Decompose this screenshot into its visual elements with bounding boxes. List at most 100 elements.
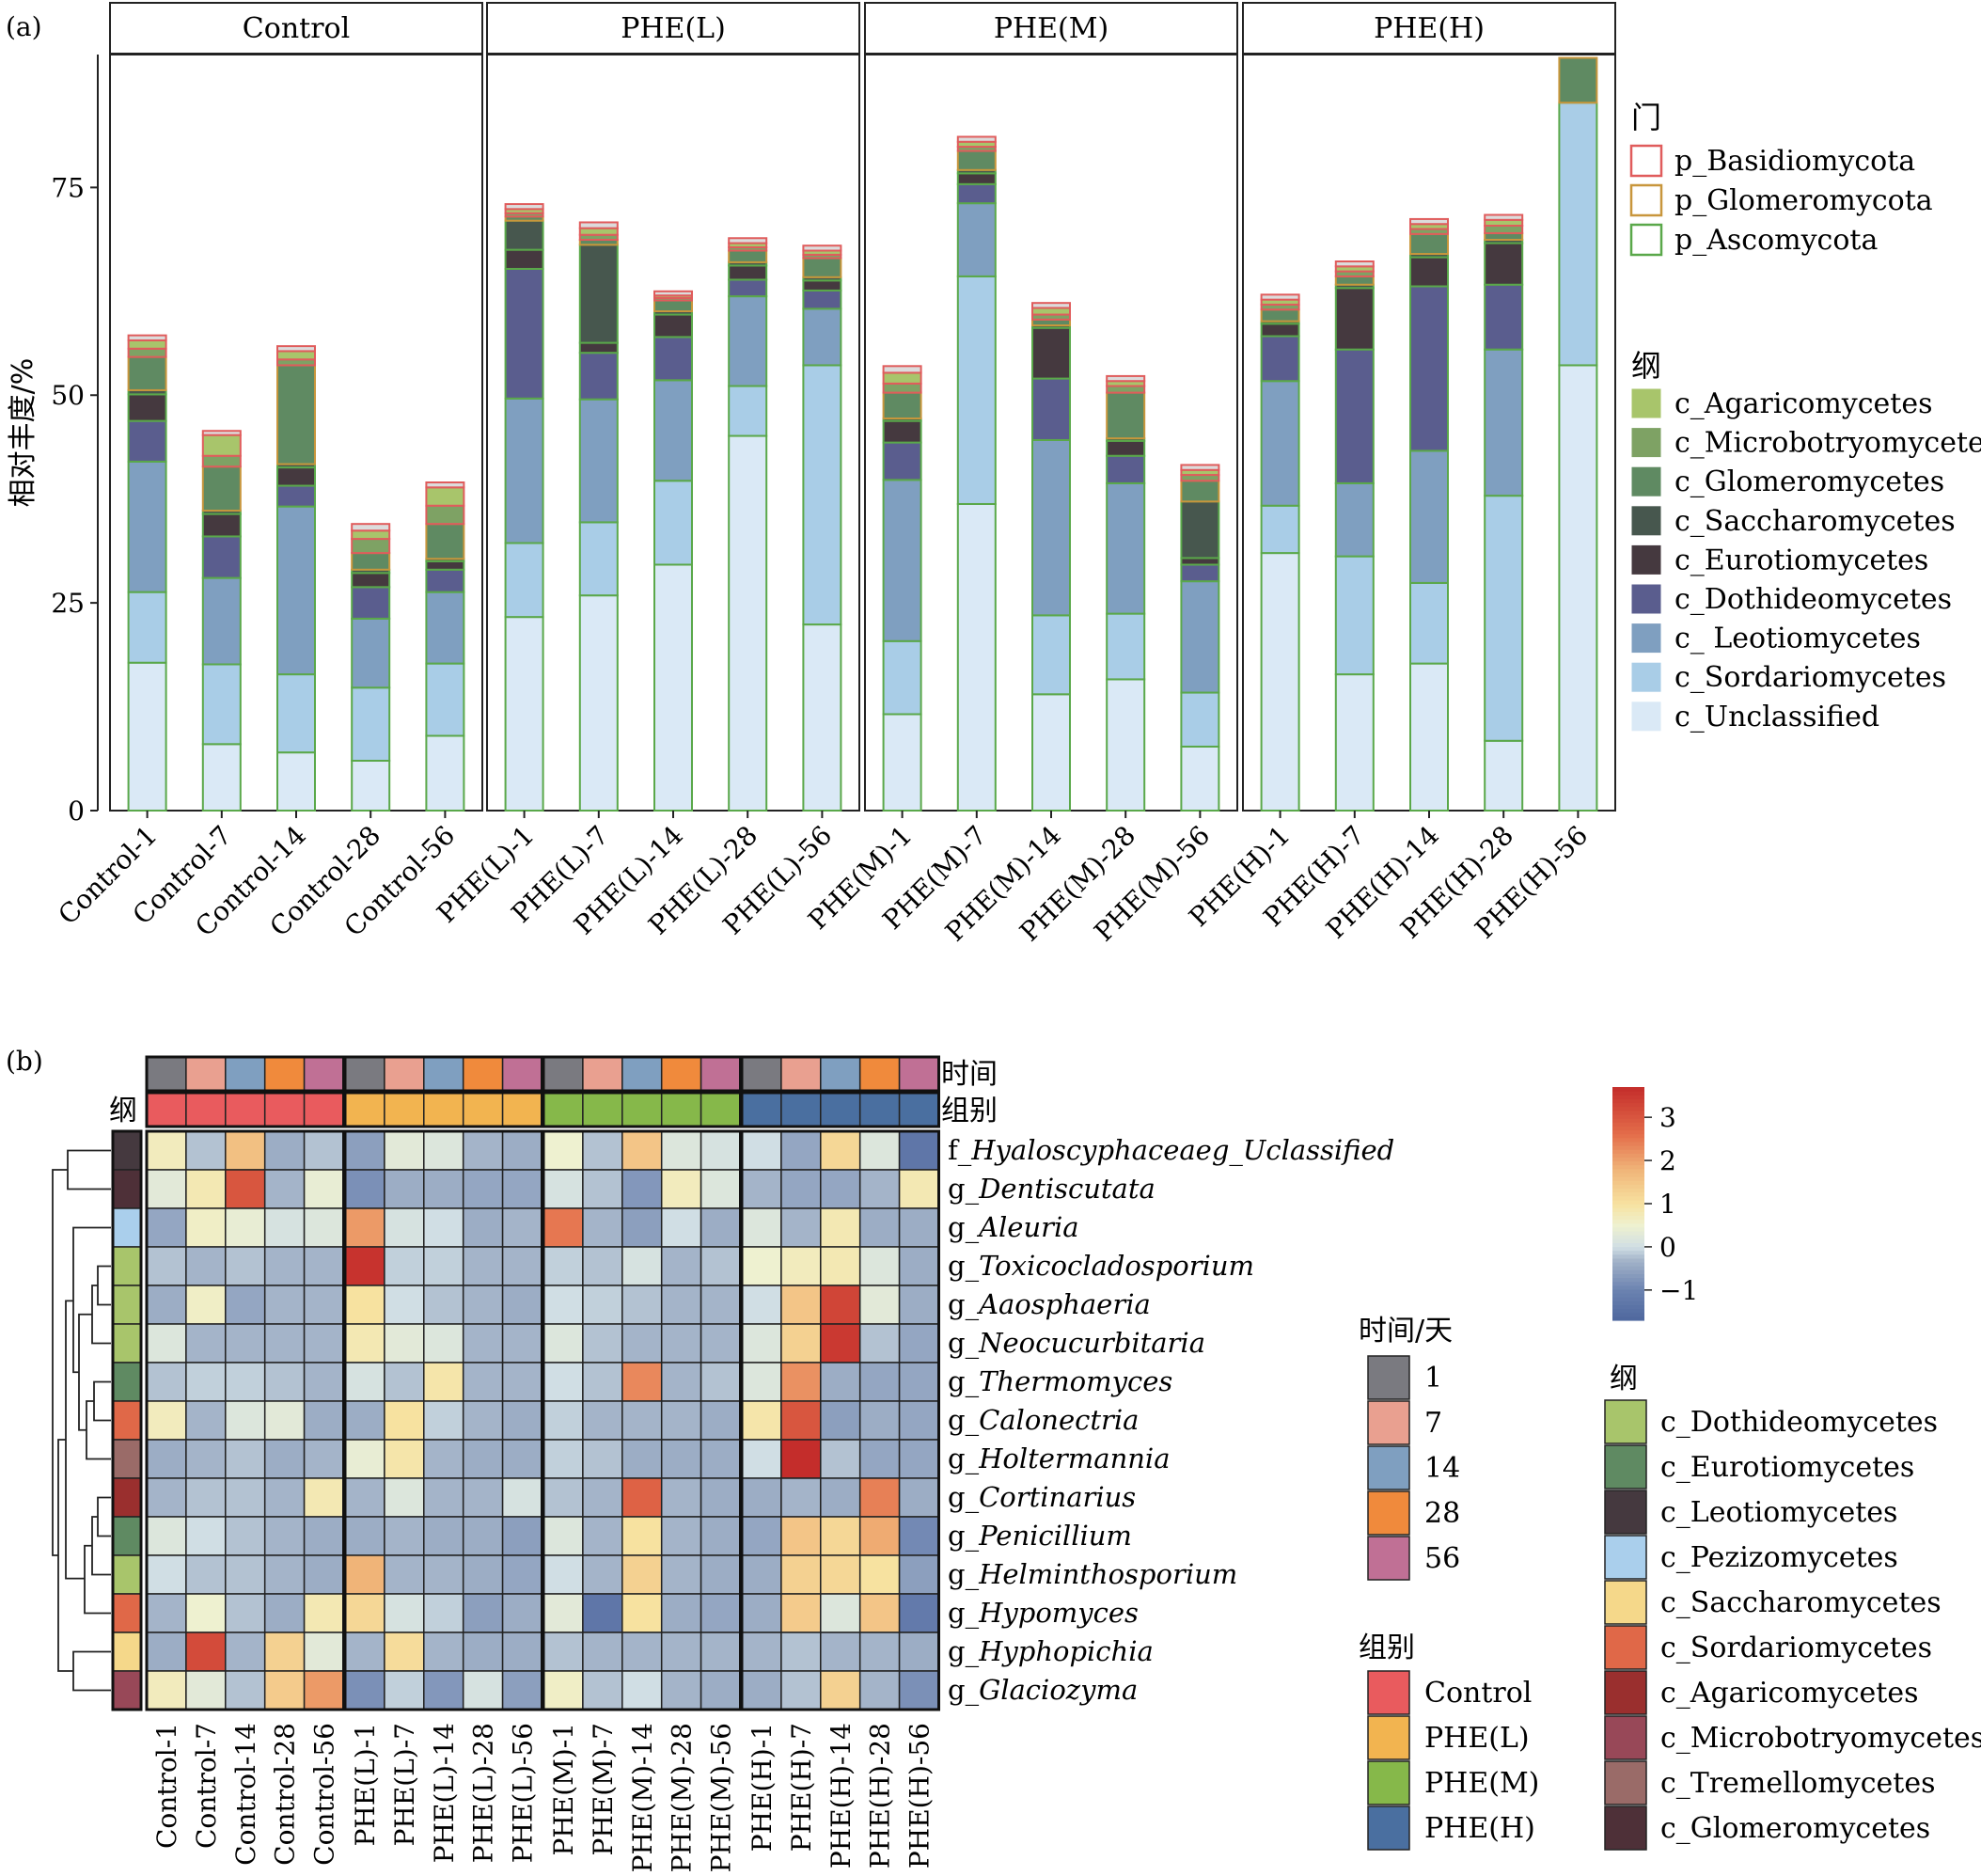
colorbar-segment: [1612, 1106, 1644, 1111]
colorbar-tick-label: 1: [1659, 1189, 1676, 1220]
legend-swatch: [1630, 505, 1662, 537]
bar-segment: [425, 523, 465, 560]
legend-label: c_Glomeromycetes: [1660, 1812, 1930, 1845]
bar-segment: [578, 398, 619, 524]
annotation-block-border: [740, 1055, 940, 1093]
bar-segment: [1409, 217, 1449, 226]
heatmap-cell: [780, 1323, 822, 1364]
colorbar-segment: [1612, 1222, 1644, 1228]
colorbar-segment: [1612, 1262, 1644, 1267]
heatmap-cell: [185, 1477, 227, 1518]
heatmap-cell: [582, 1516, 623, 1556]
bar-segment: [1409, 232, 1449, 256]
heatmap-cell: [263, 1632, 306, 1672]
heatmap-cell: [185, 1169, 227, 1209]
heatmap-cell: [858, 1285, 901, 1325]
heatmap-cell: [344, 1323, 385, 1364]
heatmap-cell: [146, 1516, 187, 1556]
heatmap-cell: [185, 1400, 227, 1441]
bar-segment: [425, 486, 465, 507]
heatmap-cell: [780, 1477, 822, 1518]
legend-swatch: [1630, 661, 1662, 693]
heatmap-cell: [858, 1362, 901, 1402]
heatmap-cell: [660, 1246, 702, 1286]
heatmap-cell: [225, 1400, 266, 1441]
group-annotation-cell: [780, 1092, 822, 1127]
bar-segment: [127, 355, 167, 391]
heatmap-cell: [660, 1207, 702, 1248]
row-class-annotation: [112, 1246, 142, 1286]
legend-label: c_Saccharomycetes: [1660, 1586, 1942, 1619]
bar-segment: [1106, 612, 1146, 681]
heatmap-cell: [582, 1323, 623, 1364]
bar-segment: [1260, 552, 1300, 812]
heatmap-cell: [423, 1477, 464, 1518]
heatmap-cell: [858, 1477, 901, 1518]
column-label: PHE(H)-56: [904, 1723, 935, 1868]
bar-segment: [882, 391, 922, 419]
heatmap-cell: [501, 1400, 543, 1441]
heatmap-cell: [542, 1207, 584, 1248]
heatmap-cell: [462, 1593, 504, 1633]
legend-label: 14: [1424, 1452, 1460, 1485]
time-annotation-cell: [185, 1056, 227, 1092]
legend-label: PHE(H): [1424, 1812, 1535, 1845]
heatmap-cell: [542, 1169, 584, 1209]
bar-segment: [504, 203, 544, 211]
bar-segment: [201, 576, 242, 666]
colorbar-segment: [1612, 1250, 1644, 1255]
colorbar-segment: [1612, 1266, 1644, 1270]
heatmap-cell: [898, 1246, 940, 1286]
bar-segment: [1334, 481, 1375, 558]
heatmap-cell: [898, 1169, 940, 1209]
bar-segment: [1334, 275, 1375, 286]
heatmap-cell: [462, 1246, 504, 1286]
row-label: g_Calonectria: [948, 1404, 1139, 1437]
dendrogram-branch: [78, 1313, 92, 1431]
bar-segment: [728, 249, 768, 263]
heatmap-cell: [700, 1400, 742, 1441]
heatmap-cell: [303, 1593, 345, 1633]
heatmap-cell: [423, 1246, 464, 1286]
time-annotation-cell: [700, 1056, 742, 1092]
heatmap-cell: [303, 1130, 345, 1171]
legend-label: c_Agaricomycetes: [1660, 1677, 1919, 1710]
bar-segment: [956, 202, 997, 277]
bar-segment: [1106, 385, 1146, 394]
legend-phylum-title: 门: [1631, 100, 1661, 135]
heatmap-cell: [146, 1670, 187, 1710]
y-tick-label: 25: [51, 588, 85, 619]
bar-segment: [1180, 480, 1220, 503]
dendrogram-branch: [52, 1169, 68, 1556]
heatmap-cell: [185, 1632, 227, 1672]
bar-segment: [802, 257, 842, 278]
heatmap-cell: [780, 1593, 822, 1633]
bar-segment: [1106, 391, 1146, 440]
heatmap-cell: [582, 1207, 623, 1248]
column-label: PHE(H)-1: [747, 1723, 778, 1852]
heatmap-cell: [384, 1670, 425, 1710]
heatmap-cell: [263, 1670, 306, 1710]
bar-segment: [1106, 678, 1146, 812]
heatmap-cell: [344, 1593, 385, 1633]
group-annotation-label: 组别: [941, 1095, 998, 1127]
bar-segment: [1106, 454, 1146, 484]
heatmap-cell: [146, 1246, 187, 1286]
heatmap-cell: [462, 1362, 504, 1402]
heatmap-cell: [384, 1207, 425, 1248]
heatmap-cell: [146, 1207, 187, 1248]
heatmap-cell: [303, 1439, 345, 1479]
heatmap-cell: [700, 1323, 742, 1364]
legend-swatch: [1604, 1715, 1647, 1760]
bar-segment: [1484, 231, 1524, 242]
heatmap-cell: [582, 1439, 623, 1479]
colorbar-segment: [1612, 1122, 1644, 1127]
colorbar-segment: [1612, 1195, 1644, 1201]
heatmap-cell: [741, 1207, 782, 1248]
legend-label: c_ Leotiomycetes: [1674, 623, 1921, 655]
bar-segment: [578, 594, 619, 812]
heatmap-cell: [303, 1323, 345, 1364]
heatmap-cell: [303, 1169, 345, 1209]
time-annotation-cell: [462, 1056, 504, 1092]
